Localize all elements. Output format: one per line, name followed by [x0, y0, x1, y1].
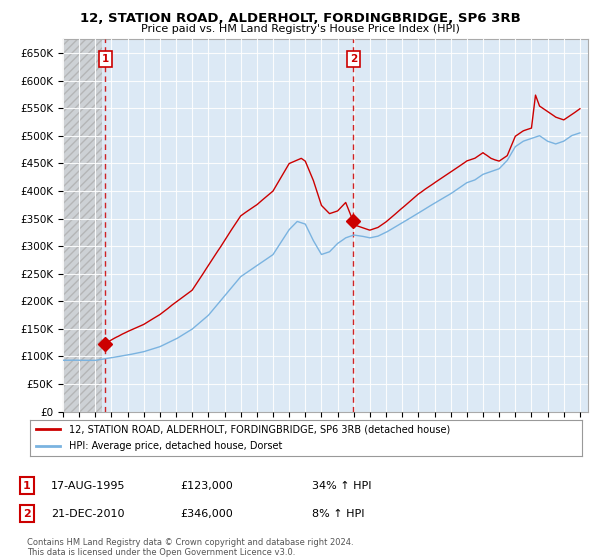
Text: £346,000: £346,000: [180, 508, 233, 519]
Text: £123,000: £123,000: [180, 480, 233, 491]
Text: 17-AUG-1995: 17-AUG-1995: [51, 480, 125, 491]
Text: 8% ↑ HPI: 8% ↑ HPI: [312, 508, 365, 519]
Bar: [63, 39, 102, 412]
Text: 21-DEC-2010: 21-DEC-2010: [51, 508, 125, 519]
Text: 2: 2: [23, 508, 31, 519]
Text: 34% ↑ HPI: 34% ↑ HPI: [312, 480, 371, 491]
Text: 12, STATION ROAD, ALDERHOLT, FORDINGBRIDGE, SP6 3RB: 12, STATION ROAD, ALDERHOLT, FORDINGBRID…: [80, 12, 520, 25]
Text: Price paid vs. HM Land Registry's House Price Index (HPI): Price paid vs. HM Land Registry's House …: [140, 24, 460, 34]
Text: 1: 1: [23, 480, 31, 491]
Text: 12, STATION ROAD, ALDERHOLT, FORDINGBRIDGE, SP6 3RB (detached house): 12, STATION ROAD, ALDERHOLT, FORDINGBRID…: [68, 424, 450, 434]
Text: HPI: Average price, detached house, Dorset: HPI: Average price, detached house, Dors…: [68, 441, 282, 451]
Text: 1: 1: [101, 54, 109, 64]
Text: Contains HM Land Registry data © Crown copyright and database right 2024.
This d: Contains HM Land Registry data © Crown c…: [27, 538, 353, 557]
Text: 2: 2: [350, 54, 357, 64]
